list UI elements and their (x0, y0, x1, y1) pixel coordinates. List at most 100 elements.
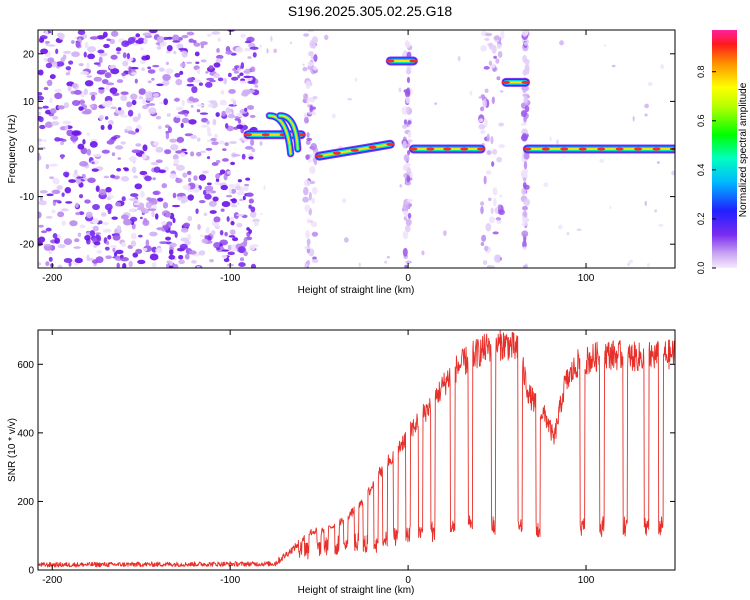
noise-blob (224, 123, 229, 129)
scatter-blob (399, 184, 403, 188)
noise-blob (151, 77, 155, 81)
scatter-blob (457, 55, 461, 62)
noise-blob (184, 113, 188, 117)
scatter-blob (559, 40, 564, 46)
noise-blob (209, 79, 216, 83)
noise-blob (158, 169, 166, 174)
scatter-blob (259, 141, 263, 146)
noise-blob (209, 210, 217, 214)
stripe-blob (500, 30, 505, 39)
noise-blob (200, 124, 209, 128)
stripe-blob (480, 201, 485, 206)
noise-blob (131, 149, 141, 154)
noise-blob (199, 112, 209, 115)
noise-blob (221, 110, 226, 117)
noise-blob (237, 74, 241, 79)
noise-blob (38, 116, 44, 123)
noise-blob (173, 116, 181, 124)
noise-blob (200, 59, 207, 63)
noise-blob (243, 239, 248, 246)
noise-blob (181, 50, 188, 58)
noise-blob (204, 185, 214, 192)
signal-peak (243, 133, 252, 137)
noise-blob (206, 126, 211, 134)
stripe-blob (487, 197, 492, 202)
noise-blob (226, 125, 234, 132)
noise-blob (68, 60, 74, 65)
noise-blob (231, 76, 239, 81)
scatter-blob (434, 102, 438, 105)
stripe-blob (311, 42, 316, 48)
noise-blob (71, 40, 75, 44)
noise-blob (92, 218, 99, 225)
noise-blob (155, 146, 164, 153)
noise-blob (95, 232, 102, 235)
noise-blob (187, 177, 192, 183)
noise-blob (157, 197, 164, 202)
noise-blob (220, 89, 225, 95)
noise-blob (38, 95, 45, 101)
noise-blob (179, 70, 184, 76)
scatter-blob (273, 48, 277, 54)
stripe-blob (305, 154, 310, 161)
noise-blob (206, 120, 210, 125)
noise-blob (121, 72, 127, 77)
noise-blob (105, 85, 110, 91)
stripe-blob (484, 37, 490, 41)
noise-blob (188, 119, 197, 125)
noise-blob (204, 193, 212, 200)
snr-x-axis-label: Height of straight line (km) (298, 585, 415, 596)
noise-blob (93, 62, 101, 65)
noise-blob (224, 142, 229, 147)
colorbar-tick-label: 0.4 (696, 164, 706, 177)
noise-blob (122, 60, 129, 67)
noise-blob (178, 255, 184, 260)
noise-blob (96, 250, 102, 254)
noise-blob (110, 54, 118, 60)
spectrogram-x-tick-label: -200 (42, 273, 62, 284)
noise-blob (252, 218, 260, 223)
noise-blob (244, 185, 249, 191)
noise-blob (240, 128, 244, 134)
noise-blob (228, 89, 236, 94)
noise-blob (100, 212, 107, 217)
noise-blob (71, 100, 81, 106)
noise-blob (213, 72, 220, 79)
stripe-blob (524, 66, 530, 75)
stripe-blob (405, 260, 412, 264)
signal-peak (501, 80, 510, 84)
noise-blob (247, 80, 256, 84)
noise-blob (69, 220, 78, 227)
noise-blob (112, 247, 116, 253)
scatter-blob (259, 44, 263, 48)
noise-blob (128, 66, 132, 73)
noise-blob (76, 176, 84, 179)
noise-blob (228, 187, 232, 195)
noise-blob (221, 158, 229, 162)
scatter-blob (549, 135, 552, 142)
noise-blob (97, 49, 105, 54)
scatter-blob (331, 113, 336, 119)
noise-blob (201, 117, 209, 123)
noise-blob (44, 109, 52, 115)
stripe-blob (305, 140, 311, 145)
noise-blob (162, 201, 169, 209)
scatter-blob (263, 184, 266, 191)
snr-background (38, 330, 675, 570)
scatter-blob (260, 212, 263, 216)
noise-blob (132, 252, 139, 258)
noise-blob (206, 156, 211, 160)
stripe-blob (406, 76, 411, 84)
stripe-blob (302, 196, 309, 203)
stripe-blob (311, 197, 316, 204)
noise-blob (211, 141, 219, 146)
noise-blob (244, 40, 252, 44)
noise-blob (55, 48, 59, 55)
noise-blob (58, 32, 65, 40)
noise-blob (205, 81, 213, 88)
noise-blob (237, 118, 242, 124)
noise-blob (173, 97, 181, 102)
noise-blob (60, 140, 65, 146)
noise-blob (161, 220, 167, 226)
stripe-blob (407, 131, 412, 139)
